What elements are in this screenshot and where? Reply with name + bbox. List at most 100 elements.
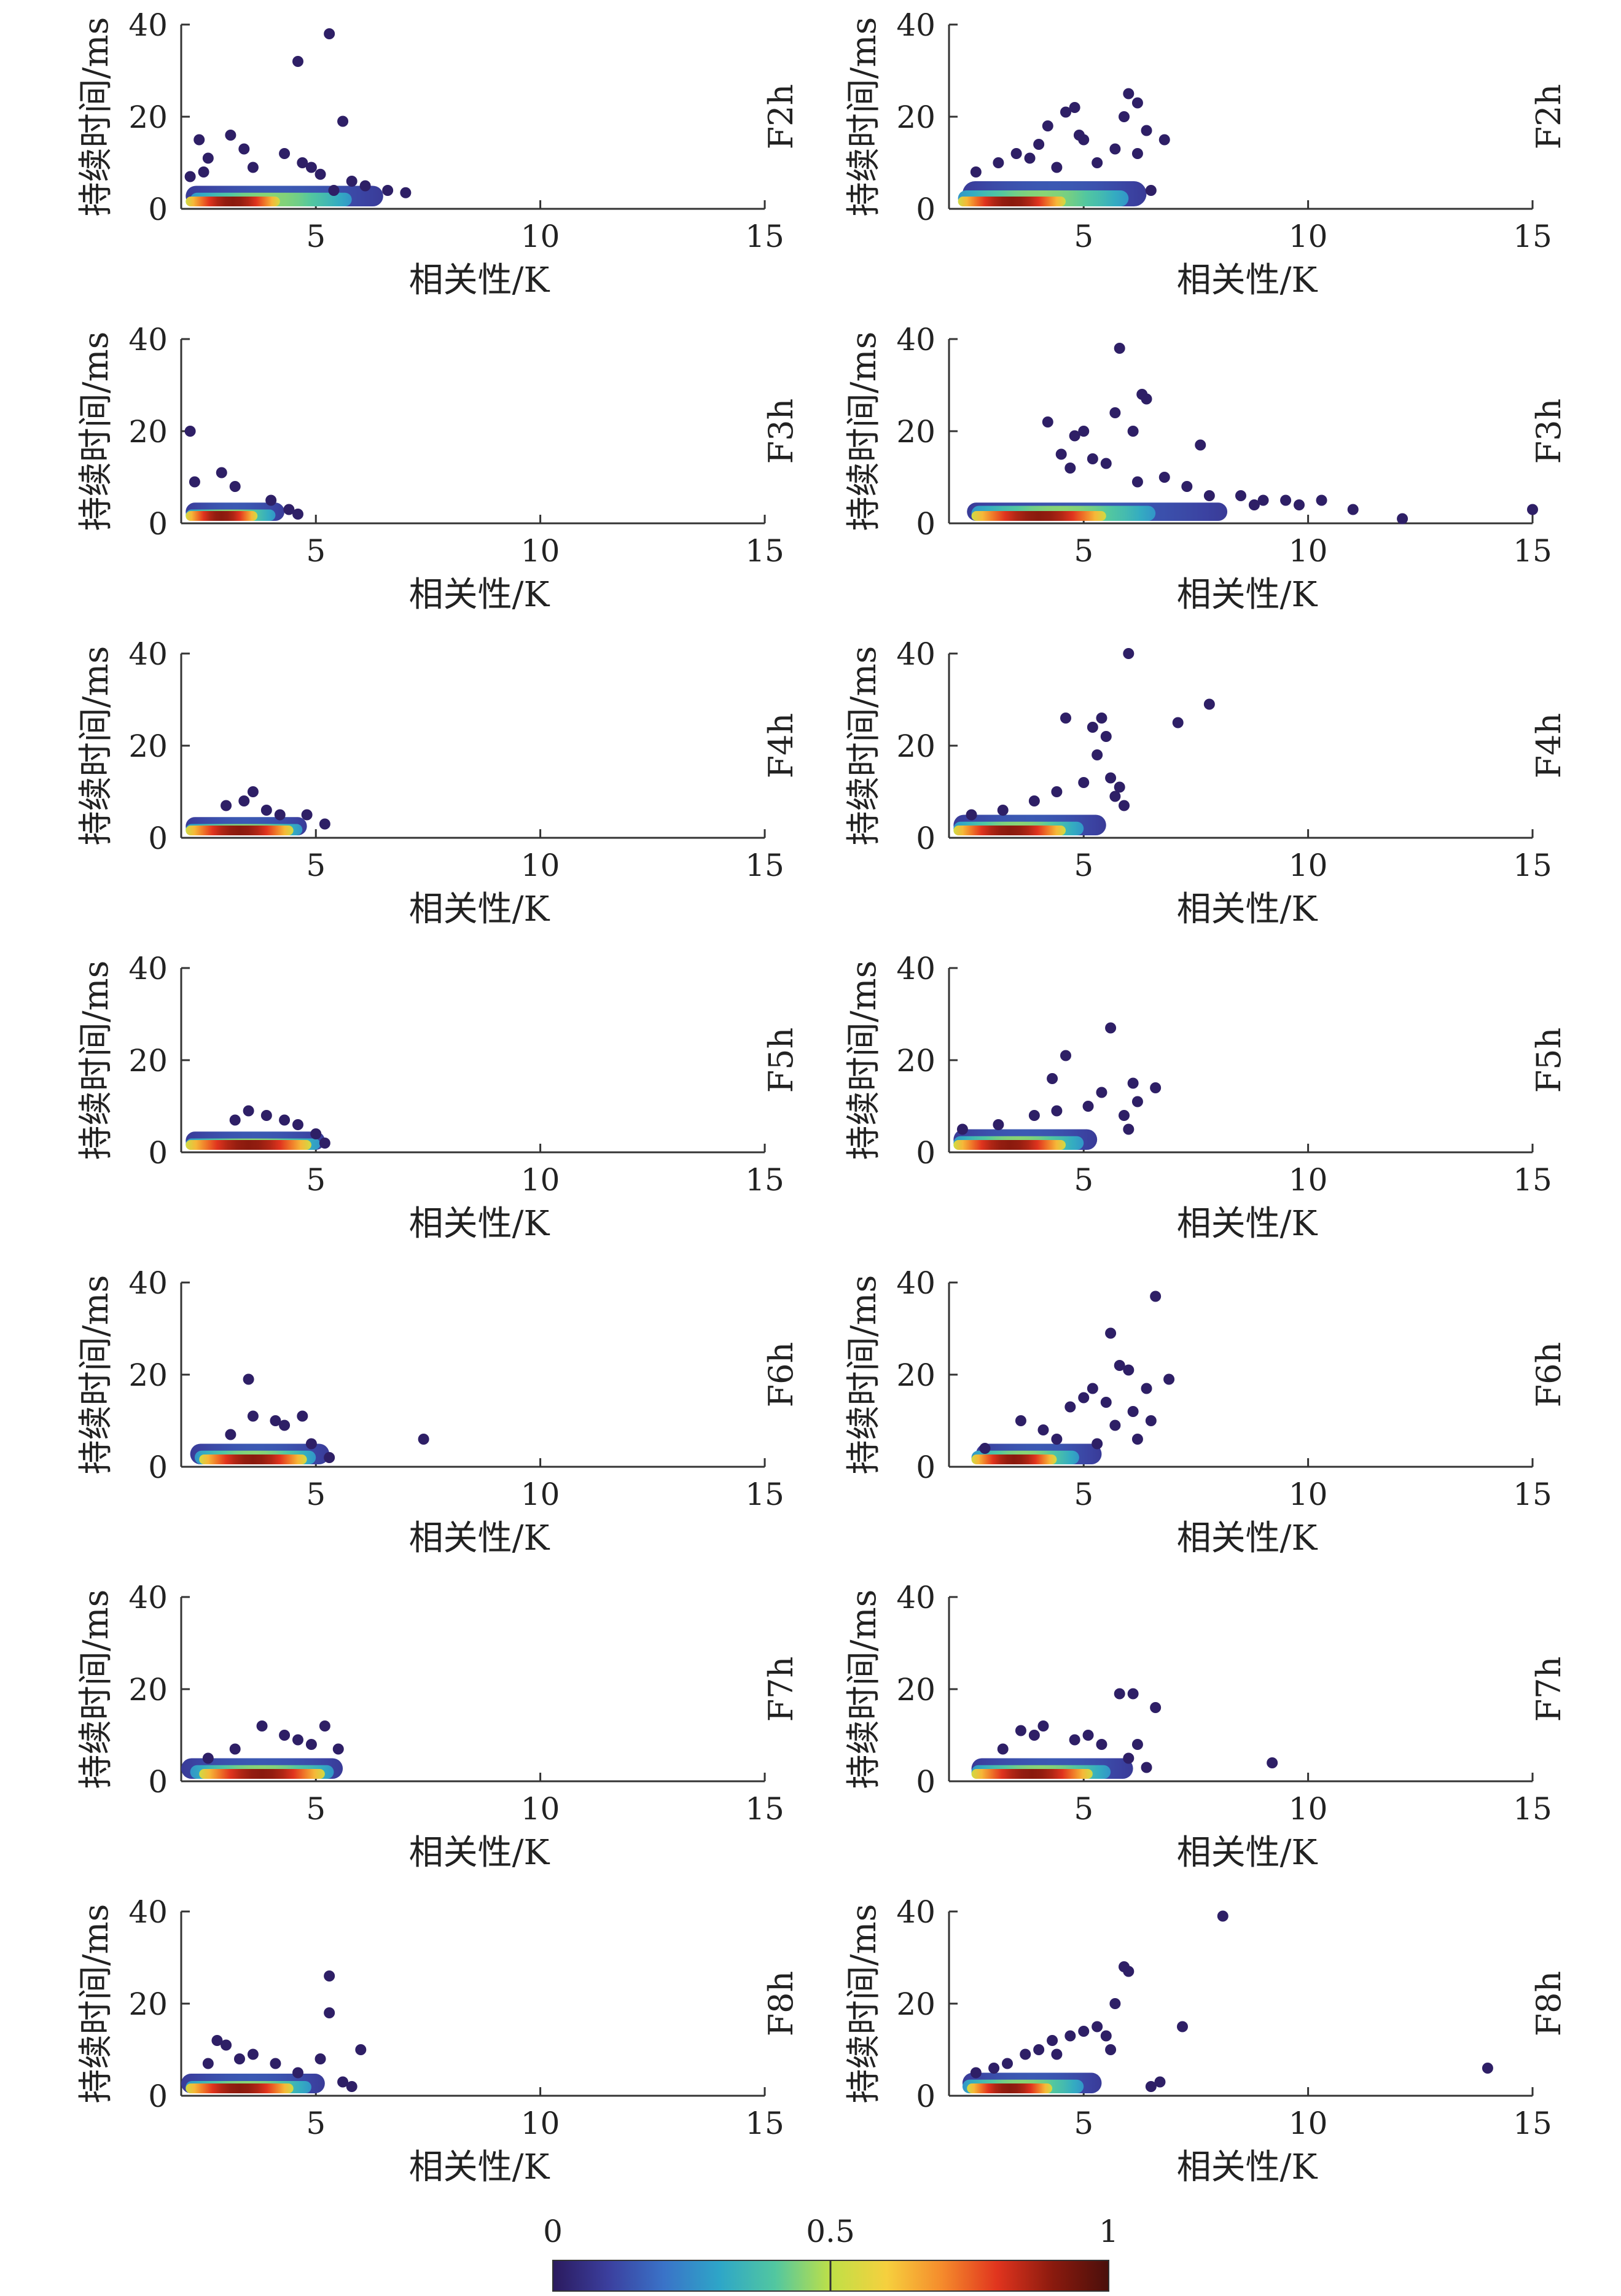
y-axis-label: 持续时间/ms <box>76 961 116 1160</box>
scatter-point <box>1203 490 1215 501</box>
y-tick-label: 40 <box>128 322 168 357</box>
scatter-point <box>1123 1752 1135 1764</box>
subplot-f4h-right: 0 20 40 5 10 15 相关性/K 持续时间/ms F4h <box>844 636 1568 929</box>
x-tick-label: 5 <box>1074 533 1093 569</box>
scatter-point <box>1150 1702 1162 1713</box>
y-tick-label: 0 <box>148 1764 168 1800</box>
scatter-point <box>346 176 357 187</box>
y-tick-label: 20 <box>128 100 168 135</box>
subplot-f3h-left: 0 20 40 5 10 15 相关性/K 持续时间/ms F3h <box>76 322 800 615</box>
density-core-band <box>186 826 294 835</box>
x-tick-label: 5 <box>306 219 326 254</box>
x-tick-label: 5 <box>306 1162 326 1198</box>
scatter-point <box>1280 494 1292 506</box>
scatter-point <box>979 1443 991 1454</box>
y-axis-label: 持续时间/ms <box>76 17 116 217</box>
y-tick-label: 20 <box>128 1986 168 2022</box>
y-tick-label: 20 <box>128 1672 168 1708</box>
scatter-point <box>292 509 303 520</box>
x-tick-label: 10 <box>521 848 560 883</box>
x-axis-label: 相关性/K <box>409 260 550 300</box>
scatter-point <box>1131 1434 1143 1445</box>
scatter-point <box>1033 139 1045 150</box>
density-core-band <box>967 2083 1053 2093</box>
density-core-band <box>958 197 1066 206</box>
scatter-point <box>993 1119 1004 1130</box>
scatter-point <box>1078 1392 1090 1404</box>
scatter-point <box>238 795 250 806</box>
panel-side-label: F2h <box>1529 84 1568 150</box>
x-axis-label: 相关性/K <box>409 2147 550 2187</box>
y-tick-label: 40 <box>896 7 935 43</box>
scatter-point <box>1060 713 1071 724</box>
scatter-point <box>243 1105 254 1117</box>
x-axis-label: 相关性/K <box>409 1204 550 1244</box>
scatter-point <box>1096 713 1107 724</box>
panel-side-label: F7h <box>762 1657 800 1722</box>
scatter-point <box>292 1734 303 1746</box>
scatter-point <box>1033 2044 1045 2055</box>
scatter-point <box>202 2058 214 2069</box>
x-tick-label: 15 <box>1513 1162 1552 1198</box>
scatter-point <box>1047 1073 1058 1084</box>
x-tick-label: 5 <box>306 2106 326 2141</box>
scatter-point <box>1051 162 1063 173</box>
scatter-point <box>1096 1739 1107 1750</box>
scatter-point <box>260 1110 272 1121</box>
y-tick-label: 0 <box>148 1135 168 1171</box>
panel-side-label: F6h <box>762 1342 800 1408</box>
x-tick-label: 10 <box>521 219 560 254</box>
panel-side-label: F5h <box>762 1028 800 1093</box>
panel-side-label: F4h <box>1529 713 1568 779</box>
y-axis-label: 持续时间/ms <box>76 1904 116 2104</box>
x-tick-label: 10 <box>521 1477 560 1512</box>
y-tick-label: 20 <box>896 728 935 764</box>
scatter-point <box>247 162 259 173</box>
scatter-point <box>1267 1757 1278 1768</box>
y-axis-label: 持续时间/ms <box>76 1590 116 1789</box>
y-tick-label: 20 <box>896 1043 935 1079</box>
scatter-point <box>297 157 308 168</box>
x-tick-label: 10 <box>521 1162 560 1198</box>
scatter-point <box>1347 504 1359 515</box>
scatter-point <box>966 809 977 821</box>
x-tick-label: 5 <box>1074 219 1093 254</box>
x-axis-label: 相关性/K <box>409 1833 550 1873</box>
x-tick-label: 5 <box>1074 2106 1093 2141</box>
y-axis-label: 持续时间/ms <box>844 1275 884 1475</box>
panels: 0 20 40 5 10 15 相关性/K 持续时间/ms F2h 0 20 40 5 10 15 相关性/K… <box>76 7 1568 2187</box>
scatter-point <box>216 467 227 478</box>
scatter-point <box>1069 430 1080 442</box>
scatter-point <box>305 1438 317 1450</box>
scatter-point <box>314 2053 326 2064</box>
scatter-point <box>1082 1101 1094 1112</box>
colorbar-tick-label: 0.5 <box>806 2214 855 2249</box>
subplot-f5h-right: 0 20 40 5 10 15 相关性/K 持续时间/ms F5h <box>844 951 1568 1244</box>
scatter-point <box>1105 1022 1117 1034</box>
scatter-point <box>1217 1910 1228 1922</box>
x-tick-label: 5 <box>1074 1162 1093 1198</box>
subplot-f8h-left: 0 20 40 5 10 15 相关性/K 持续时间/ms F8h <box>76 1894 800 2187</box>
scatter-point <box>184 171 196 182</box>
scatter-point <box>1051 1434 1063 1445</box>
scatter-point <box>1127 1406 1139 1417</box>
y-tick-label: 0 <box>148 821 168 856</box>
y-tick-label: 20 <box>128 1043 168 1079</box>
x-tick-label: 5 <box>306 1477 326 1512</box>
scatter-point <box>1114 343 1125 354</box>
y-tick-label: 20 <box>896 1986 935 2022</box>
y-axis-label: 持续时间/ms <box>844 332 884 531</box>
subplot-f3h-right: 0 20 40 5 10 15 相关性/K 持续时间/ms F3h <box>844 322 1568 615</box>
x-tick-label: 5 <box>306 533 326 569</box>
density-core-band <box>953 826 1066 835</box>
scatter-point <box>1051 2048 1063 2060</box>
scatter-point <box>1028 795 1040 806</box>
scatter-point <box>1060 1050 1071 1061</box>
scatter-point <box>1141 393 1152 405</box>
scatter-point <box>198 166 209 178</box>
x-axis-label: 相关性/K <box>409 575 550 615</box>
panel-side-label: F8h <box>762 1971 800 2037</box>
y-tick-label: 20 <box>128 1357 168 1393</box>
scatter-point <box>229 481 241 492</box>
